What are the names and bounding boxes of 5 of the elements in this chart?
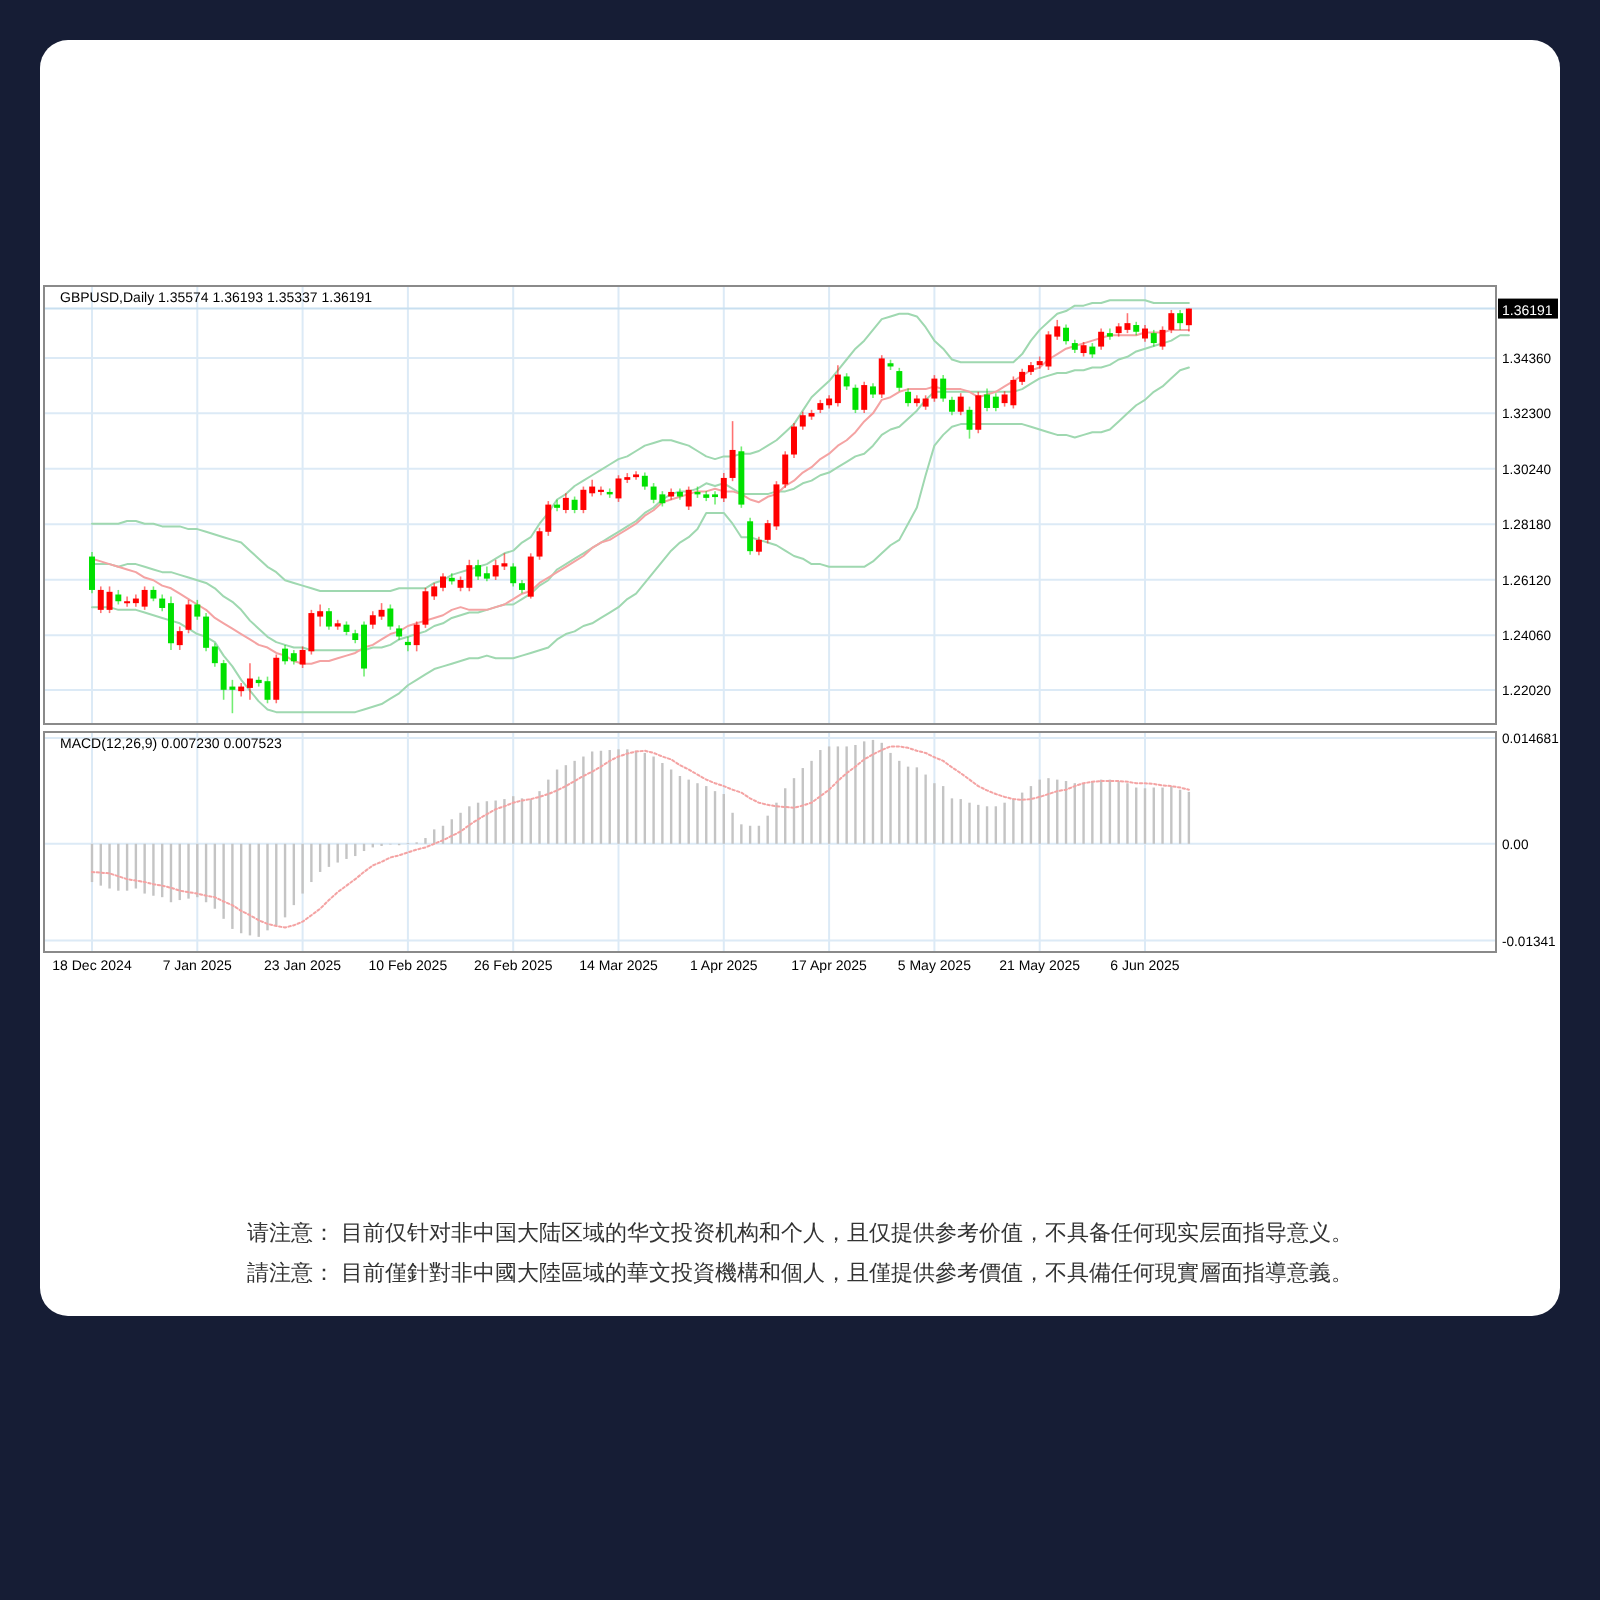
text: 請注意： 目前僅針對非中國大陸區域的華文投資機構和個人，且僅提供參考價值，不具備任何現實層面指導意義。 [246,1260,1354,1286]
text: 请注意： 目前仅针对非中国大陆区域的华文投资机构和个人，且仅提供参考价值，不具备任何现实层面指导意义。 [246,1220,1354,1246]
line-series [91,366,1190,714]
candlestick [124,595,131,608]
candlestick [404,635,411,653]
